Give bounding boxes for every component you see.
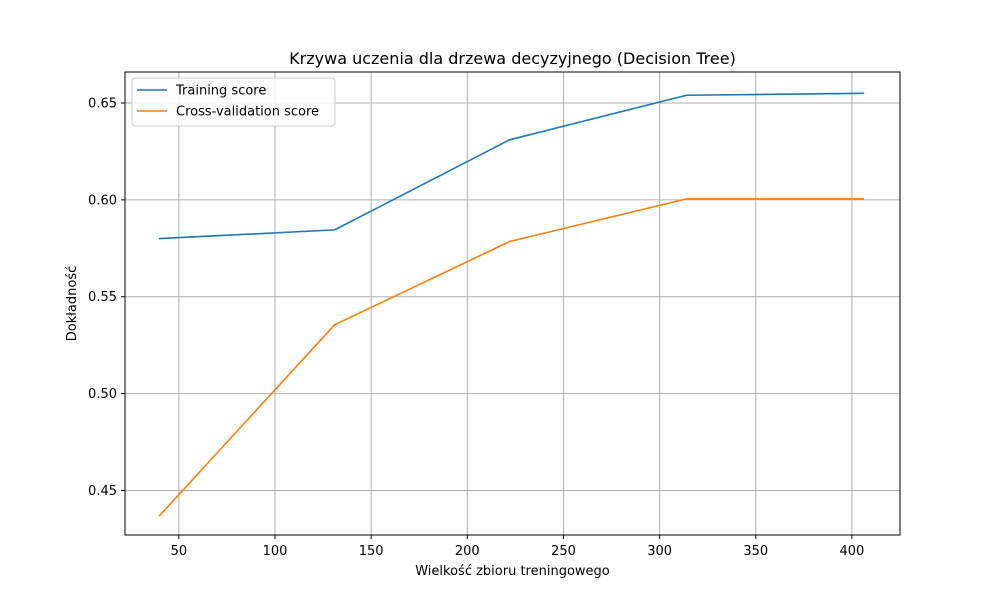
x-tick-label: 150 (359, 544, 384, 559)
training-score-point (685, 94, 688, 97)
legend-label-training-score: Training score (175, 84, 266, 99)
x-tick-label: 350 (743, 544, 768, 559)
legend-box (131, 77, 336, 127)
x-tick-label: 250 (551, 544, 576, 559)
chart-title: Krzywa uczenia dla drzewa decyzyjnego (D… (289, 49, 736, 68)
y-tick-label: 0.60 (88, 193, 117, 208)
cross-validation-score-point (685, 198, 688, 200)
cross-validation-score-point (862, 198, 865, 200)
grid (125, 72, 900, 535)
x-tick-label: 300 (647, 544, 672, 559)
cross-validation-score-point (333, 324, 336, 326)
legend-label-cross-validation-score: Cross-validation score (176, 105, 319, 120)
x-tick-label: 400 (840, 544, 865, 559)
series-group (158, 92, 865, 517)
x-tick-label: 50 (171, 544, 188, 559)
y-tick-label: 0.45 (88, 484, 117, 499)
y-tick-label: 0.55 (88, 290, 117, 305)
x-tick-label: 100 (263, 544, 288, 559)
x-axis-label: Wielkość zbioru treningowego (415, 564, 610, 579)
training-score-point (333, 229, 336, 231)
x-tick-label: 200 (455, 544, 480, 559)
y-axis: 0.45 0.50 0.55 0.60 0.65 (88, 96, 125, 499)
y-tick-label: 0.65 (88, 96, 117, 111)
y-tick-label: 0.50 (88, 387, 117, 402)
x-axis: 50 100 150 200 250 300 350 400 (171, 535, 865, 559)
training-score-point (158, 237, 161, 240)
plot-frame (124, 71, 901, 536)
y-axis-label: Dokładność (65, 266, 80, 342)
cross-validation-score-point (158, 514, 161, 517)
training-score-point (862, 92, 865, 95)
cross-validation-score-point (508, 240, 511, 243)
training-score-point (508, 139, 511, 141)
legend: Training score Cross-validation score (131, 77, 336, 127)
